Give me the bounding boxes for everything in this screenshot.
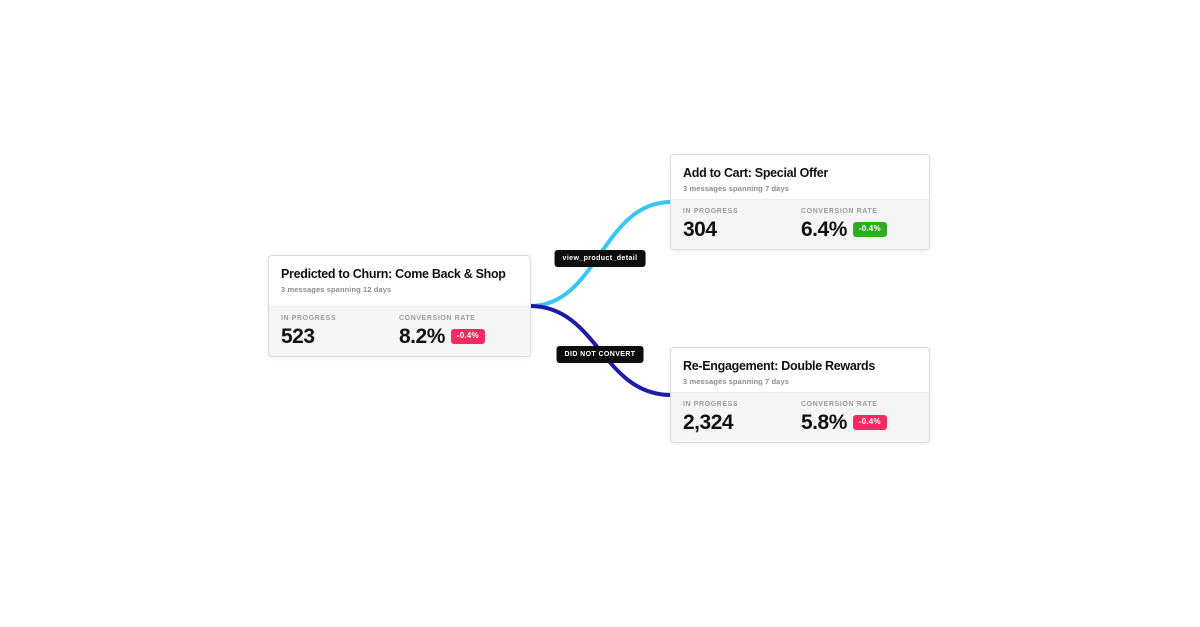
in-progress-label: IN PROGRESS — [683, 208, 739, 215]
in-progress-stat: IN PROGRESS 2,324 — [683, 401, 801, 433]
node-header: Add to Cart: Special Offer 3 messages sp… — [671, 155, 929, 199]
conversion-stat: CONVERSION RATE 5.8% -0.4% — [801, 401, 917, 433]
conversion-rate-value: 8.2% — [399, 325, 445, 348]
node-subtitle: 3 messages spanning 12 days — [281, 285, 392, 294]
conversion-rate-value: 5.8% — [801, 411, 847, 434]
node-predicted-to-churn[interactable]: Predicted to Churn: Come Back & Shop 3 m… — [268, 255, 531, 357]
node-title: Add to Cart: Special Offer — [683, 166, 828, 180]
in-progress-stat: IN PROGRESS 304 — [683, 208, 801, 240]
node-title: Re-Engagement: Double Rewards — [683, 359, 876, 373]
node-re-engagement[interactable]: Re-Engagement: Double Rewards 3 messages… — [670, 347, 930, 443]
in-progress-value: 2,324 — [683, 411, 734, 434]
in-progress-stat: IN PROGRESS 523 — [281, 315, 399, 347]
node-subtitle: 3 messages spanning 7 days — [683, 377, 789, 386]
node-stats: IN PROGRESS 304 CONVERSION RATE 6.4% -0.… — [671, 199, 929, 249]
conversion-rate-label: CONVERSION RATE — [399, 315, 476, 322]
conversion-rate-label: CONVERSION RATE — [801, 401, 878, 408]
conversion-delta-badge: -0.4% — [852, 222, 887, 237]
in-progress-value: 304 — [683, 218, 717, 241]
in-progress-label: IN PROGRESS — [683, 401, 739, 408]
node-stats: IN PROGRESS 2,324 CONVERSION RATE 5.8% -… — [671, 392, 929, 442]
node-subtitle: 3 messages spanning 7 days — [683, 184, 789, 193]
conversion-stat: CONVERSION RATE 8.2% -0.4% — [399, 315, 518, 347]
conversion-rate-value: 6.4% — [801, 218, 847, 241]
edge-label-view-product-detail[interactable]: view_product_detail — [554, 250, 646, 267]
conversion-delta-badge: -0.4% — [450, 329, 485, 344]
edge-label-did-not-convert[interactable]: DID NOT CONVERT — [556, 346, 644, 363]
conversion-delta-badge: -0.4% — [852, 415, 887, 430]
in-progress-value: 523 — [281, 325, 315, 348]
conversion-stat: CONVERSION RATE 6.4% -0.4% — [801, 208, 917, 240]
conversion-rate-label: CONVERSION RATE — [801, 208, 878, 215]
node-stats: IN PROGRESS 523 CONVERSION RATE 8.2% -0.… — [269, 306, 530, 356]
node-add-to-cart[interactable]: Add to Cart: Special Offer 3 messages sp… — [670, 154, 930, 250]
node-title: Predicted to Churn: Come Back & Shop — [281, 267, 506, 281]
node-header: Predicted to Churn: Come Back & Shop 3 m… — [269, 256, 530, 306]
node-header: Re-Engagement: Double Rewards 3 messages… — [671, 348, 929, 392]
in-progress-label: IN PROGRESS — [281, 315, 337, 322]
